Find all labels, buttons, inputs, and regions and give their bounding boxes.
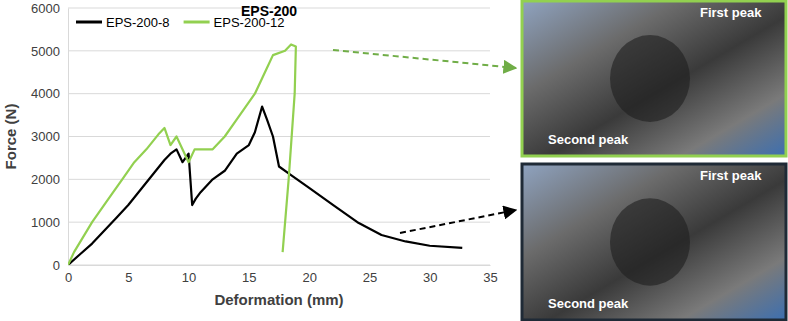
tick: 15 [242,265,256,285]
annotation: First peak [700,5,762,20]
tick-label: 1000 [31,215,60,230]
legend: EPS-200-8 EPS-200-12 [76,15,284,30]
tick: 10 [182,265,196,285]
grid-line [68,179,490,180]
tick-label: 30 [423,270,437,285]
legend-label: EPS-200-8 [106,15,170,30]
tick: 25 [363,265,377,285]
series-line [68,107,462,265]
tick: 6000 [31,1,68,16]
photo-crack [610,198,690,285]
axis-line [68,9,69,266]
grid [68,8,490,265]
x-axis-title: Deformation (mm) [214,291,343,308]
photo-crack [610,35,690,122]
legend-item: EPS-200-8 [76,15,170,30]
tick-label: 5000 [31,43,60,58]
tick: 1000 [31,215,68,230]
tick: 5 [125,265,132,285]
grid-line [68,222,490,223]
tick: 2000 [31,172,68,187]
y-axis-title: Force (N) [2,104,19,170]
legend-swatch [76,21,102,24]
tick: 3000 [31,129,68,144]
tick-label: 25 [363,270,377,285]
tick: 20 [302,265,316,285]
annotation: First peak [700,168,762,183]
tick: 0 [65,265,72,285]
tick-label: 3000 [31,129,60,144]
tick: 4000 [31,86,68,101]
tick: 30 [423,265,437,285]
grid-line [68,265,490,266]
tick-label: 15 [242,270,256,285]
grid-line [68,50,490,51]
tick-label: 10 [182,270,196,285]
photo-panel: First peak Second peak [522,1,786,156]
tick-label: 0 [65,270,72,285]
axis-line [69,265,491,266]
photo [522,1,786,156]
tick: 5000 [31,43,68,58]
tick-label: 2000 [31,172,60,187]
arrow [400,210,516,233]
arrow [333,50,516,68]
legend-label: EPS-200-12 [214,15,285,30]
legend-item: EPS-200-12 [184,15,285,30]
tick-label: 35 [483,270,497,285]
photo-panel: First peak Second peak [522,164,786,320]
y-axis: 0 1000 2000 3000 4000 5000 6000 [31,1,68,273]
x-axis: 0 5 10 15 20 25 30 35 [65,265,498,285]
annotation: Second peak [548,296,629,311]
tick-label: 6000 [31,1,60,16]
tick-label: 5 [125,270,132,285]
tick-label: 0 [53,258,60,273]
tick: 35 [483,265,497,285]
tick-label: 4000 [31,86,60,101]
grid-line [68,136,490,137]
series-line [68,44,296,265]
tick-label: 20 [302,270,316,285]
photo [522,164,786,320]
tick: 0 [53,258,68,273]
annotation: Second peak [548,132,629,147]
legend-swatch [184,21,210,24]
grid-line [68,93,490,94]
